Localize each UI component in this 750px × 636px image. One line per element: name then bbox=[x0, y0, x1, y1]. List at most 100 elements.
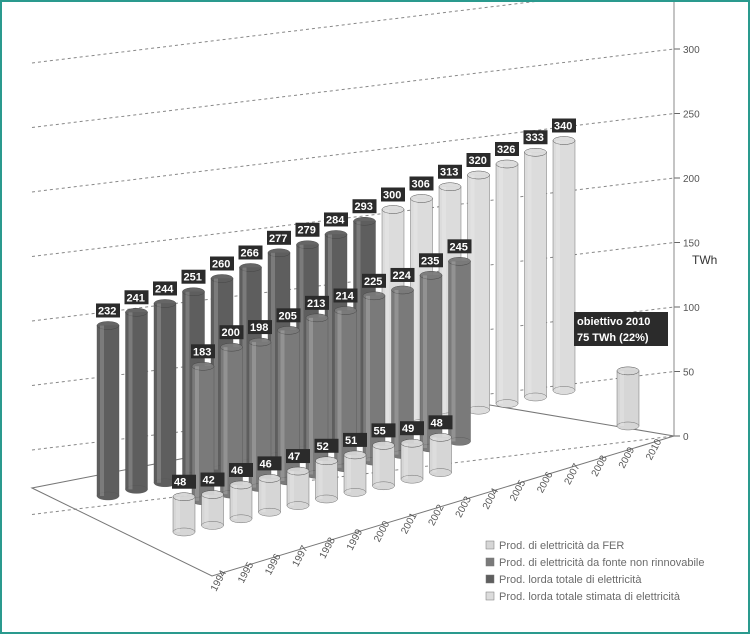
data-label-box bbox=[333, 288, 358, 303]
data-label-box bbox=[343, 432, 367, 447]
bar-top bbox=[229, 480, 253, 490]
bar bbox=[343, 450, 367, 497]
data-label: 260 bbox=[212, 259, 230, 271]
bar-highlight bbox=[157, 303, 161, 483]
bar-top bbox=[324, 230, 348, 239]
data-label-box bbox=[286, 449, 310, 464]
data-label: 198 bbox=[250, 322, 268, 334]
bar-highlight bbox=[356, 221, 361, 437]
y-tick-label: 50 bbox=[683, 368, 695, 379]
bar-highlight bbox=[620, 370, 624, 426]
bar-highlight bbox=[252, 342, 256, 488]
data-label: 235 bbox=[421, 255, 439, 267]
annotation-line2: 75 TWh (22%) bbox=[577, 332, 649, 344]
data-label: 333 bbox=[526, 132, 544, 144]
data-label-box bbox=[248, 320, 272, 335]
bar bbox=[315, 456, 338, 504]
bar-base bbox=[286, 501, 310, 510]
data-label: 279 bbox=[298, 225, 316, 237]
bar-highlight bbox=[100, 325, 104, 496]
bar-base bbox=[315, 494, 338, 504]
bar-top bbox=[96, 321, 120, 330]
data-label: 277 bbox=[269, 233, 287, 245]
data-label: 306 bbox=[412, 178, 430, 190]
bar-top bbox=[353, 216, 376, 226]
legend-swatch bbox=[485, 557, 495, 567]
data-label-box bbox=[447, 239, 472, 254]
bar-highlight bbox=[261, 478, 266, 513]
data-label: 293 bbox=[355, 201, 373, 213]
legend-swatch bbox=[485, 540, 495, 550]
bar-highlight bbox=[242, 267, 247, 463]
bar bbox=[191, 362, 215, 505]
bar bbox=[419, 271, 443, 453]
data-label-box bbox=[552, 118, 576, 133]
bar-top bbox=[410, 194, 433, 203]
data-label: 313 bbox=[440, 167, 458, 179]
bar bbox=[448, 257, 471, 446]
bar-base bbox=[552, 386, 576, 395]
bar-base bbox=[229, 514, 253, 523]
gridline bbox=[31, 113, 675, 193]
bar-base bbox=[343, 488, 367, 497]
bar-top bbox=[362, 291, 386, 301]
data-label: 225 bbox=[364, 276, 382, 288]
data-labels: 300 306 313 320 326 333 340 232 241 244 251 260 266 2… bbox=[96, 118, 576, 489]
bar-top bbox=[400, 438, 424, 448]
data-label-box bbox=[438, 164, 462, 179]
bar-top bbox=[438, 182, 462, 191]
data-label-box bbox=[495, 141, 519, 156]
bar-highlight bbox=[347, 454, 351, 493]
data-label: 213 bbox=[307, 298, 325, 310]
data-label-box bbox=[419, 253, 443, 268]
annotation-line1: obiettivo 2010 bbox=[577, 316, 650, 328]
bar-highlight bbox=[309, 317, 313, 475]
legend: Prod. di elettricità da FER Prod. di elet… bbox=[485, 540, 704, 603]
legend-swatch bbox=[485, 574, 495, 584]
bar-top bbox=[372, 441, 395, 450]
bar-highlight bbox=[318, 460, 323, 499]
data-label-box bbox=[276, 308, 301, 323]
bar bbox=[400, 438, 424, 484]
bar-top bbox=[429, 433, 452, 442]
y-tick-label: 100 bbox=[683, 303, 700, 314]
bar bbox=[286, 466, 310, 510]
bar-top bbox=[381, 205, 405, 214]
bar bbox=[125, 308, 148, 494]
bar-base bbox=[616, 421, 640, 431]
data-label-box bbox=[381, 187, 405, 202]
legend-label: Prod. di elettricità da FER bbox=[499, 540, 624, 552]
data-label: 224 bbox=[393, 270, 412, 282]
bar-top bbox=[182, 287, 205, 296]
bar-highlight bbox=[423, 275, 427, 448]
bar-top bbox=[524, 147, 547, 157]
bar-base bbox=[201, 521, 224, 530]
bar-base bbox=[372, 481, 395, 490]
bar-top bbox=[419, 271, 443, 280]
data-label: 251 bbox=[184, 272, 202, 284]
bar bbox=[220, 342, 243, 499]
data-label: 47 bbox=[288, 451, 300, 463]
bar bbox=[467, 170, 490, 415]
y-axis-unit: TWh bbox=[692, 253, 717, 267]
x-tick-label: 2003 bbox=[454, 494, 474, 519]
data-label-box bbox=[295, 222, 320, 237]
data-label: 232 bbox=[98, 305, 116, 317]
data-label-box bbox=[238, 245, 263, 260]
data-label-box bbox=[200, 472, 225, 487]
x-tick-label: 2002 bbox=[427, 503, 447, 528]
data-label-box bbox=[324, 212, 348, 227]
bar-highlight bbox=[271, 252, 275, 457]
data-label: 244 bbox=[155, 283, 174, 295]
bar-highlight bbox=[451, 261, 456, 442]
bar-base bbox=[495, 399, 519, 408]
data-label-box bbox=[400, 421, 424, 436]
data-label-box bbox=[96, 303, 120, 318]
data-label-box bbox=[352, 199, 377, 214]
y-tick-label: 200 bbox=[683, 174, 700, 185]
data-label-box bbox=[362, 273, 386, 288]
bar-highlight bbox=[299, 244, 304, 450]
bar-top bbox=[286, 466, 310, 476]
